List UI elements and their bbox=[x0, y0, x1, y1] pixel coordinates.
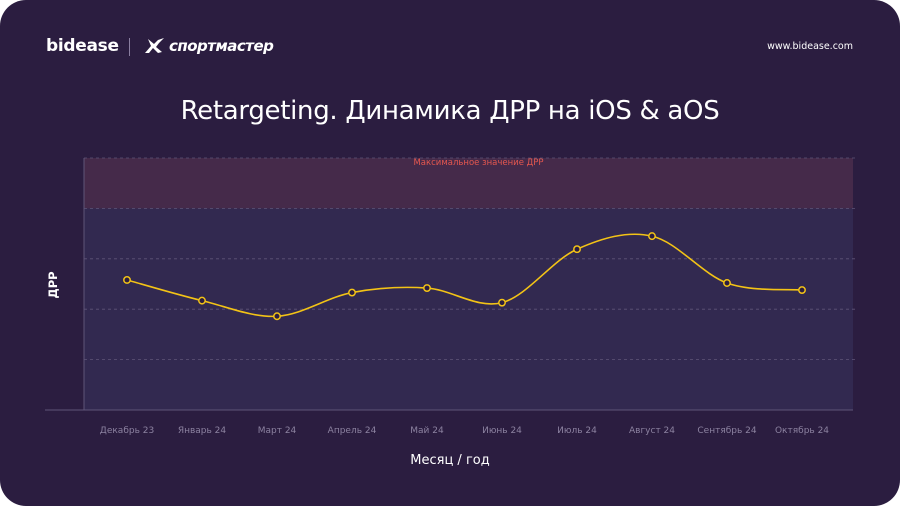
x-tick-label: Сентябрь 24 bbox=[697, 426, 757, 436]
x-tick-label: Июль 24 bbox=[557, 426, 597, 436]
x-tick-label: Июнь 24 bbox=[482, 426, 522, 436]
chart-title: Retargeting. Динамика ДРР на iOS & aOS bbox=[180, 96, 720, 126]
threshold-label: Максимальное значение ДРР bbox=[413, 158, 543, 168]
data-point bbox=[348, 288, 356, 297]
partner-name: спортмастер bbox=[169, 37, 274, 55]
gridlines bbox=[84, 157, 857, 361]
x-axis-label: Месяц / год bbox=[410, 453, 489, 468]
x-tick-label: Август 24 bbox=[629, 426, 675, 436]
x-tick-label: Октябрь 24 bbox=[775, 426, 829, 436]
series-line bbox=[126, 233, 803, 318]
data-point bbox=[423, 284, 431, 292]
data-point bbox=[198, 296, 206, 305]
data-point bbox=[573, 245, 581, 254]
data-point bbox=[723, 279, 731, 287]
x-tick-label: Декабрь 23 bbox=[100, 426, 154, 436]
x-tick-label: Январь 24 bbox=[178, 426, 227, 436]
data-point bbox=[123, 276, 131, 284]
data-points bbox=[123, 232, 806, 321]
data-point bbox=[498, 298, 506, 307]
x-tick-labels: Декабрь 23 Январь 24 Март 24 Апрель 24 Май 2… bbox=[100, 426, 830, 436]
y-axis-label: ДРР bbox=[46, 271, 60, 298]
data-point bbox=[798, 286, 806, 294]
x-tick-label: Апрель 24 bbox=[328, 426, 377, 436]
sportmaster-logo: спортмастер bbox=[144, 37, 274, 55]
x-tick-label: Май 24 bbox=[410, 426, 444, 436]
logo-divider bbox=[129, 38, 130, 56]
threshold-zone bbox=[84, 158, 853, 209]
bidease-logo: bidease bbox=[46, 36, 119, 56]
data-point bbox=[273, 312, 281, 321]
running-man-icon bbox=[145, 38, 164, 53]
x-tick-label: Март 24 bbox=[258, 426, 297, 436]
website-link[interactable]: www.bidease.com bbox=[767, 41, 853, 52]
data-point bbox=[648, 232, 656, 241]
